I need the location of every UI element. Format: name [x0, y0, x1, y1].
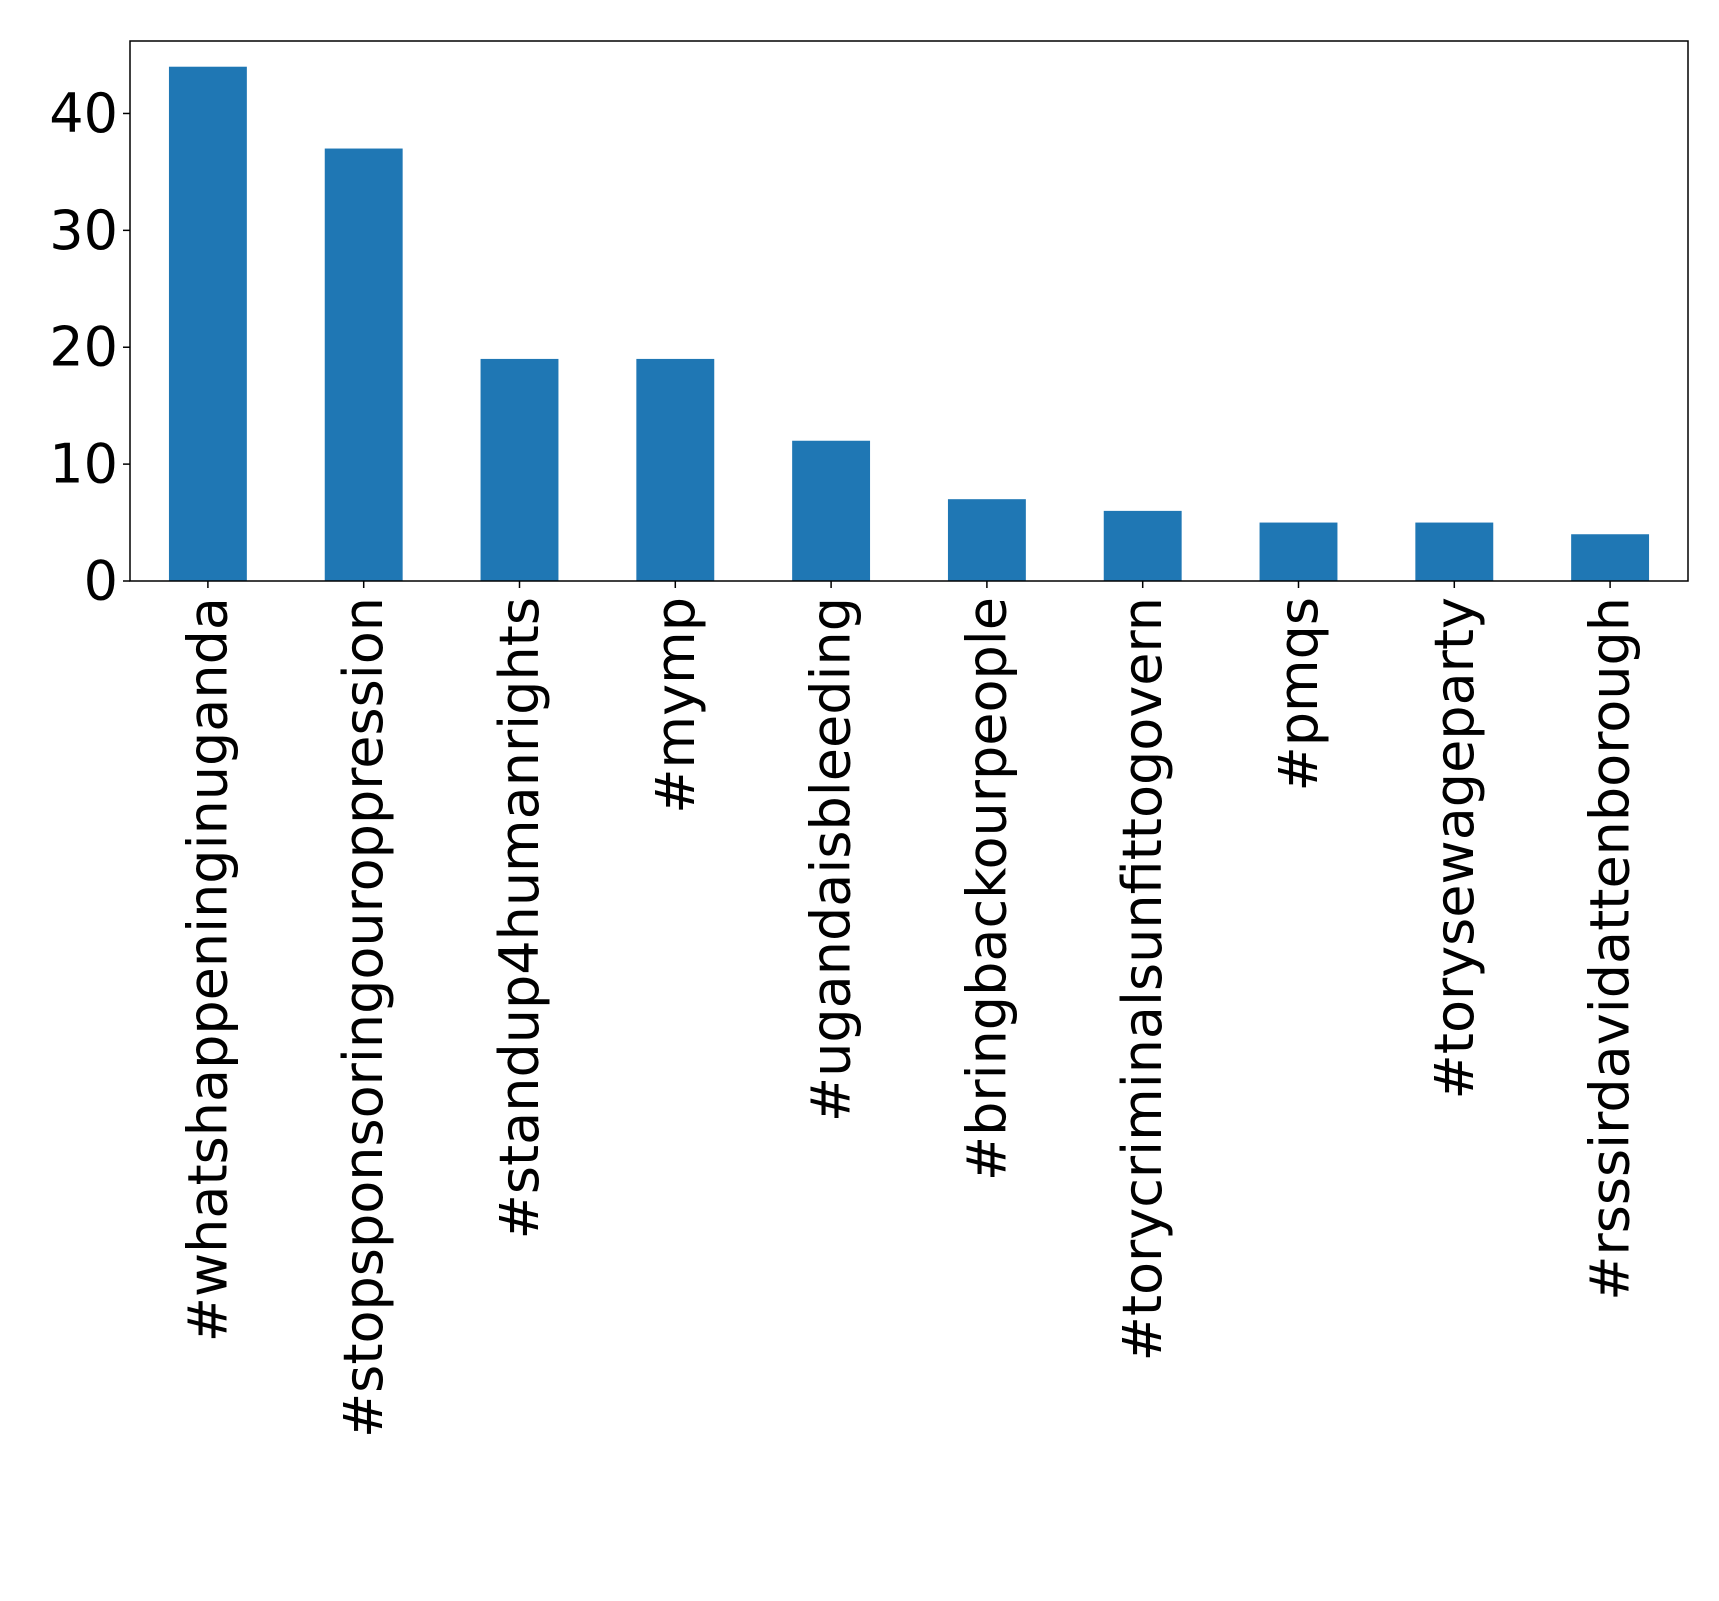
bar-1 [324, 148, 403, 581]
x-tick-label-7: #pmqs [1267, 597, 1330, 792]
x-tick-label-0: #whatshappeninginuganda [176, 597, 239, 1342]
bar-7 [1259, 522, 1338, 581]
y-tick-label-1: 10 [49, 433, 118, 496]
x-tick-label-8: #torysewageparty [1423, 597, 1486, 1099]
bar-0 [168, 66, 247, 581]
bar-8 [1415, 522, 1494, 581]
plot-frame [129, 40, 1689, 582]
x-tick-label-1: #stopsponsoringouroppression [332, 597, 395, 1438]
x-tick-label-4: #ugandaisbleeding [800, 597, 863, 1122]
x-tick-label-3: #mymp [644, 597, 707, 814]
x-tick-label-6: #torycriminalsunfittogovern [1111, 597, 1174, 1361]
y-axis: 0 10 20 30 40 [49, 82, 130, 613]
x-tick-label-9: #rsssirdavidattenborough [1579, 597, 1642, 1301]
bar-6 [1103, 510, 1182, 581]
x-tick-label-5: #bringbackourpeople [955, 597, 1018, 1181]
bar-4 [792, 440, 871, 581]
y-tick-label-4: 40 [49, 82, 118, 145]
y-tick-label-2: 20 [49, 316, 118, 379]
bar-9 [1571, 534, 1650, 581]
x-tick-label-2: #standup4humanrights [488, 597, 551, 1239]
bar-5 [947, 499, 1026, 581]
bar-2 [480, 358, 559, 581]
y-tick-label-0: 0 [84, 550, 118, 613]
x-axis: #whatshappeninginuganda #stopsponsoringou… [176, 581, 1642, 1438]
y-tick-label-3: 30 [49, 199, 118, 262]
bar-3 [636, 358, 715, 581]
bars-group [168, 66, 1650, 581]
